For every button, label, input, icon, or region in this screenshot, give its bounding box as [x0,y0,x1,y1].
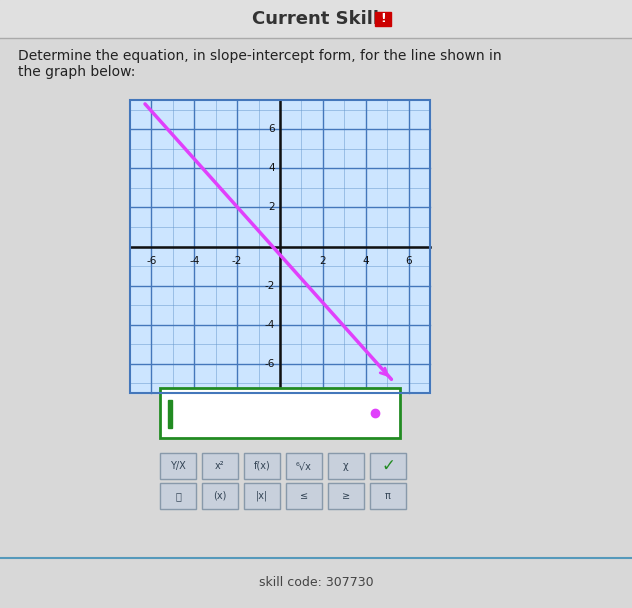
Text: ≥: ≥ [342,491,350,501]
Bar [202,453,238,479]
Text: |x|: |x| [256,491,268,501]
Bar [160,483,196,509]
Bar [286,483,322,509]
Bar [202,483,238,509]
Text: -4: -4 [265,320,275,330]
Bar [168,400,172,428]
Bar [286,483,322,509]
Bar [160,483,196,509]
Text: Current Skill: Current Skill [253,10,379,28]
Bar [328,483,364,509]
Text: 6: 6 [405,257,412,266]
Text: (x): (x) [214,491,227,501]
Bar [160,388,400,438]
Bar [370,453,406,479]
Bar [160,388,400,438]
Text: skill code: 307730: skill code: 307730 [258,576,374,590]
Bar [328,483,364,509]
Text: π: π [385,491,391,501]
Bar [244,483,280,509]
Text: 6: 6 [269,124,275,134]
Bar [160,453,196,479]
Text: -2: -2 [265,280,275,291]
Bar [0,0,632,38]
Bar [370,483,406,509]
Text: Y/X: Y/X [170,461,186,471]
Bar [244,453,280,479]
Text: the graph below:: the graph below: [18,65,135,79]
Text: ≤: ≤ [300,491,308,501]
Bar [202,483,238,509]
Bar [370,453,406,479]
Text: 2: 2 [320,257,326,266]
Bar [160,453,196,479]
Bar [370,483,406,509]
Bar [130,100,430,393]
Bar [202,453,238,479]
Text: !: ! [380,13,386,26]
Text: χ: χ [343,461,349,471]
Bar [286,453,322,479]
Bar [286,453,322,479]
Text: x²: x² [215,461,225,471]
Bar [328,453,364,479]
Text: 4: 4 [269,164,275,173]
Text: Determine the equation, in slope-intercept form, for the line shown in: Determine the equation, in slope-interce… [18,49,502,63]
Text: -4: -4 [189,257,200,266]
Text: 4: 4 [362,257,369,266]
Bar [130,100,430,393]
Bar [244,483,280,509]
Text: -2: -2 [232,257,242,266]
Bar [244,453,280,479]
Text: ✓: ✓ [381,457,395,475]
Bar [328,453,364,479]
Bar [375,12,391,26]
Text: f(x): f(x) [253,461,270,471]
Text: 🗑: 🗑 [175,491,181,501]
Text: -6: -6 [265,359,275,368]
Text: ⁶√x: ⁶√x [296,461,312,471]
Text: 2: 2 [269,202,275,212]
Text: -6: -6 [146,257,157,266]
